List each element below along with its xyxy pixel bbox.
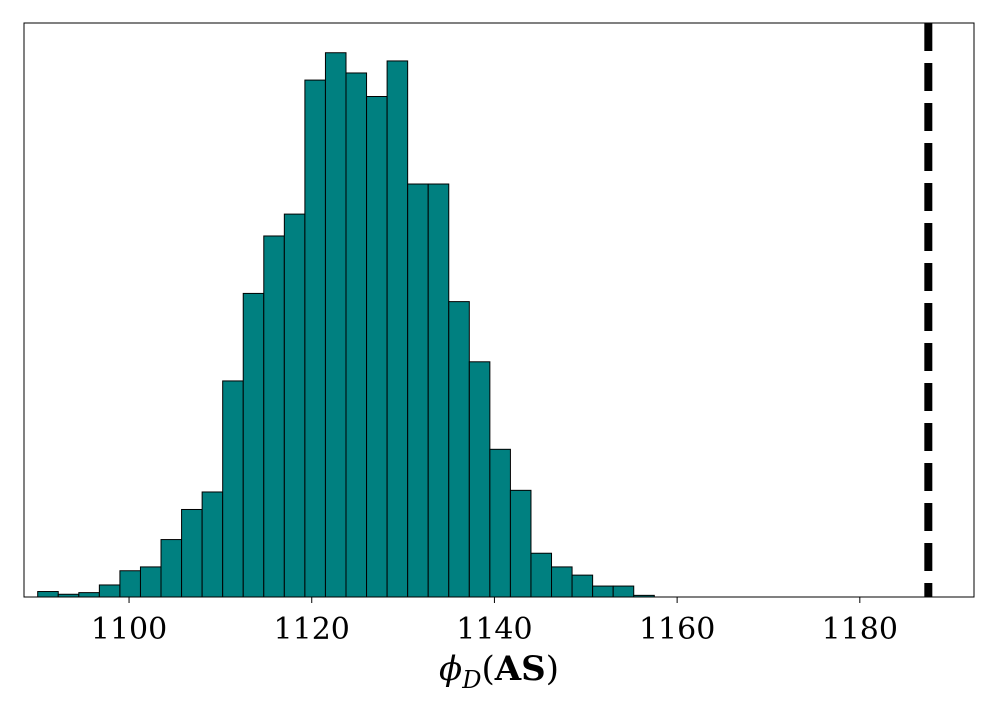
histogram-bar (201, 491, 224, 598)
histogram-bar (407, 183, 429, 598)
histogram-bar (366, 95, 388, 598)
x-tick-label: 1120 (274, 612, 350, 647)
histogram-bar (242, 292, 265, 598)
histogram-bar (386, 60, 409, 598)
histogram-bar (181, 508, 203, 598)
x-tick-label: 1140 (456, 612, 532, 647)
histogram-bar (489, 448, 511, 598)
histogram-bar (509, 489, 532, 598)
x-tick-label: 1160 (639, 612, 715, 647)
histogram-bar (263, 235, 285, 598)
x-axis-label-subscript: D (461, 666, 481, 694)
x-axis-label-bold-text: AS (494, 649, 546, 689)
x-axis-label-close-paren: ) (546, 649, 559, 689)
histogram-bar (551, 566, 573, 598)
histogram-bar (592, 585, 614, 598)
histogram-bar (468, 361, 491, 598)
histogram-bar (283, 213, 306, 598)
histogram-bar (78, 592, 100, 598)
histogram-bar (571, 574, 594, 598)
histogram-bar (160, 539, 183, 598)
histogram-bar (427, 183, 450, 598)
x-axis-label: ϕD(AS) (439, 649, 559, 694)
histogram-bar (37, 591, 59, 598)
x-axis-ticks: 1100 1120 1140 1160 1180 (91, 597, 898, 647)
histogram-bar (530, 552, 553, 598)
histogram-bar (448, 301, 470, 598)
histogram-bars (37, 52, 655, 598)
histogram-bar (612, 585, 635, 598)
histogram-bar (98, 584, 121, 598)
x-axis-label-open-paren: ( (481, 649, 494, 689)
histogram-bar (222, 380, 244, 598)
x-tick-label: 1100 (91, 612, 167, 647)
histogram-bar (119, 570, 141, 598)
x-tick-label: 1180 (822, 612, 898, 647)
histogram-bar (324, 52, 347, 598)
x-axis-label-symbol: ϕ (439, 649, 462, 689)
plot-frame (23, 22, 975, 598)
histogram-bar (345, 72, 368, 598)
histogram-bar (139, 566, 162, 598)
histogram-bar (304, 79, 326, 598)
